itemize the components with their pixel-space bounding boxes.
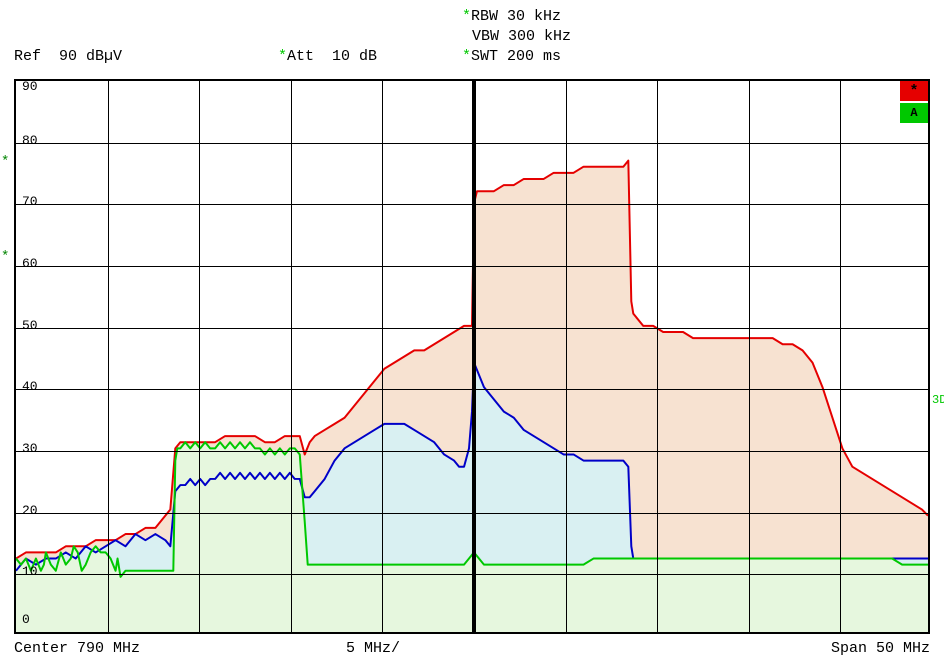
grid-h	[16, 143, 928, 144]
grid-v	[108, 81, 109, 632]
side-tick-icon: *	[1, 250, 9, 264]
center-freq: Center 790 MHz	[14, 640, 306, 657]
3db-label: 3DB	[932, 393, 944, 407]
spectrum-plot: 0 10 20 30 40 50 60 70 80 90 *A	[14, 79, 930, 634]
y-tick-label: 0	[22, 612, 30, 627]
y-tick-label: 50	[22, 318, 38, 333]
ref-label: Ref 90 dBµV	[14, 48, 122, 65]
side-tick-icon: *	[1, 155, 9, 169]
vbw-label: VBW 300 kHz	[472, 28, 571, 45]
y-tick-label: 20	[22, 503, 38, 518]
y-tick-label: 40	[22, 379, 38, 394]
grid-h	[16, 204, 928, 205]
grid-v	[199, 81, 200, 632]
swt-label: *SWT 200 ms	[462, 48, 561, 65]
grid-h	[16, 574, 928, 575]
att-label: *Att 10 dB	[278, 48, 377, 65]
grid-h	[16, 389, 928, 390]
y-tick-label: 10	[22, 564, 38, 579]
span-label: Span 50 MHz	[638, 640, 930, 657]
y-tick-label: 60	[22, 256, 38, 271]
grid-v	[657, 81, 658, 632]
star-icon: *	[462, 8, 471, 25]
trace-badge-red: *	[900, 81, 928, 101]
grid-v	[472, 81, 476, 632]
rbw-label: *RBW 30 kHz	[462, 8, 561, 25]
star-icon: *	[278, 48, 287, 65]
grid-h	[16, 451, 928, 452]
y-tick-label: 70	[22, 194, 38, 209]
y-tick-label: 80	[22, 133, 38, 148]
grid-v	[749, 81, 750, 632]
scale-label: 5 MHz/	[306, 640, 638, 657]
star-icon: *	[462, 48, 471, 65]
y-tick-label: 30	[22, 441, 38, 456]
y-tick-label: 90	[22, 79, 38, 94]
trace-badge-green: A	[900, 103, 928, 123]
grid-v	[840, 81, 841, 632]
grid-v	[566, 81, 567, 632]
grid-v	[382, 81, 383, 632]
grid-h	[16, 513, 928, 514]
grid-v	[291, 81, 292, 632]
grid-h	[16, 328, 928, 329]
grid-h	[16, 266, 928, 267]
footer: Center 790 MHz 5 MHz/ Span 50 MHz	[14, 640, 930, 657]
